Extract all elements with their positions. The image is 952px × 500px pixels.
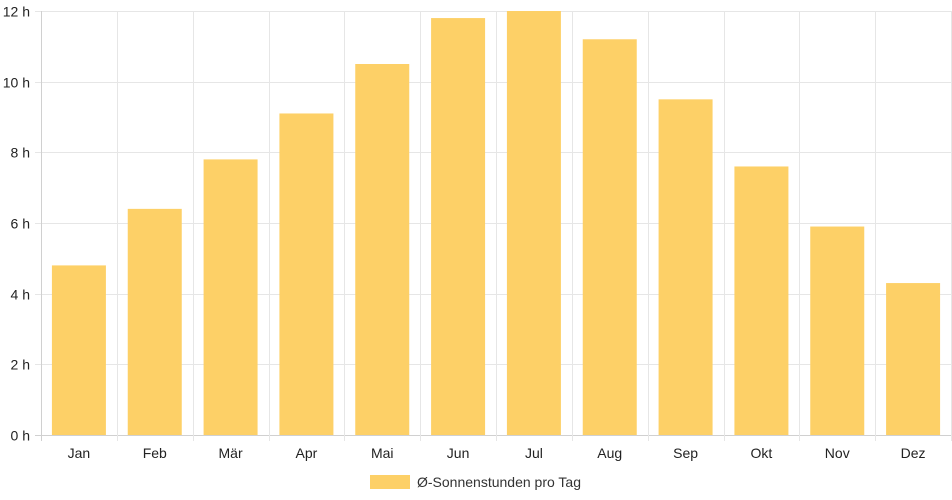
y-tick-label: 4 h <box>11 287 30 303</box>
bar[interactable] <box>886 283 941 435</box>
x-tick-label: Feb <box>143 445 167 461</box>
x-tick-label: Nov <box>825 445 850 461</box>
bar[interactable] <box>279 113 334 435</box>
x-tick-label: Mai <box>371 445 394 461</box>
y-tick-label: 0 h <box>11 428 30 444</box>
x-tick-label: Sep <box>673 445 698 461</box>
y-tick-label: 8 h <box>11 145 30 161</box>
grid-lines <box>35 11 952 441</box>
y-tick-label: 2 h <box>11 357 30 373</box>
bar[interactable] <box>431 18 486 436</box>
legend-label: Ø-Sonnenstunden pro Tag <box>417 474 581 490</box>
x-tick-label: Jan <box>68 445 91 461</box>
x-tick-label: Jul <box>525 445 543 461</box>
x-tick-label: Aug <box>597 445 622 461</box>
bar[interactable] <box>127 208 182 435</box>
x-tick-label: Apr <box>296 445 318 461</box>
x-tick-label: Mär <box>219 445 243 461</box>
y-tick-label: 12 h <box>3 4 30 20</box>
legend[interactable]: Ø-Sonnenstunden pro Tag <box>370 474 581 490</box>
x-tick-label: Dez <box>901 445 926 461</box>
bar[interactable] <box>658 99 713 435</box>
x-tick-label: Okt <box>751 445 773 461</box>
bars <box>51 11 941 436</box>
y-tick-label: 10 h <box>3 75 30 91</box>
bar[interactable] <box>506 11 561 435</box>
bar[interactable] <box>582 39 637 436</box>
bar[interactable] <box>355 64 410 435</box>
bar[interactable] <box>810 226 865 435</box>
bar[interactable] <box>51 265 106 435</box>
x-tick-label: Jun <box>447 445 470 461</box>
y-tick-label: 6 h <box>11 216 30 232</box>
bar[interactable] <box>203 159 258 435</box>
axes: 0 h 2 h 4 h 6 h 8 h 10 h 12 h Jan Feb Mär Apr Mai Ju… <box>3 4 926 462</box>
legend-swatch <box>370 475 410 489</box>
bar[interactable] <box>734 166 789 435</box>
